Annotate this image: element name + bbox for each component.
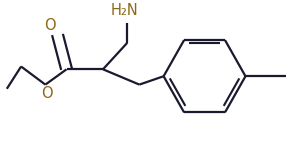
Text: O: O — [44, 18, 56, 33]
Text: O: O — [41, 86, 53, 101]
Text: H₂N: H₂N — [110, 3, 138, 18]
